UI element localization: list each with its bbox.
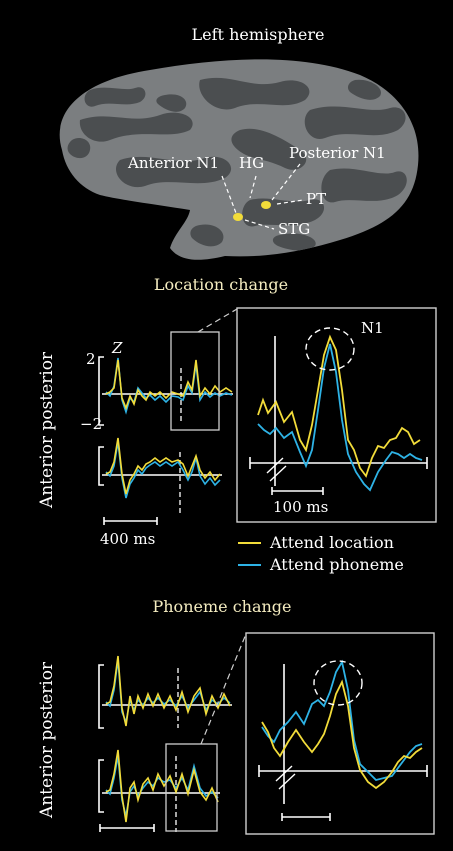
axis-break-mark-location [266,457,287,482]
phoneme-peak-circle [313,660,363,706]
label-posterior-n1: Posterior N1 [289,144,386,162]
leader-posterior-n1 [271,163,301,201]
trace-top-attend-phoneme [105,357,233,415]
leader-hg [249,175,257,199]
y-scale-bracket-bottom-phoneme [98,759,104,813]
trace-bottom-phoneme-attend-location [105,749,219,823]
phoneme-ylabel: Anterior posterior [37,661,57,819]
brain-title: Left hemisphere [192,25,325,44]
zoom-box-location [170,331,220,431]
anterior-n1-marker [233,213,243,221]
trace-bottom-phoneme-attend-phoneme [105,755,219,817]
tick-label-minus-2: −2 [80,415,102,433]
phoneme-change-title: Phoneme change [152,597,291,616]
n1-peak-circle [305,327,355,371]
phoneme-small-traces [98,633,247,832]
y-scale-bracket-bottom [98,446,104,486]
time-scale-label-100ms: 100 ms [273,498,328,516]
legend-label-attend-location: Attend location [269,533,394,552]
time-scale-label-400ms: 400 ms [100,530,155,548]
zoom-trace-phoneme-attend-location [261,679,423,790]
leader-stg [244,219,275,230]
z-label: Z [111,339,123,357]
location-small-traces: Z 2 −2 400 ms [80,308,238,548]
zoom-connector-location [197,308,238,333]
trace-bottom-attend-phoneme [105,441,221,499]
trace-top-phoneme-attend-location [105,655,231,727]
y-scale-bracket-top-phoneme [98,664,104,729]
axis-break-mark-phoneme [275,765,296,790]
location-change-title: Location change [154,275,288,294]
brain-annotations: Anterior N1 HG Posterior N1 PT STG [127,144,386,238]
label-pt: PT [306,190,326,208]
zoom-trace-attend-phoneme [257,343,423,492]
label-stg: STG [278,220,310,238]
label-anterior-n1: Anterior N1 [127,154,219,172]
zoom-trace-attend-location [257,334,421,478]
location-zoom-panel: N1 100 ms [236,307,437,523]
n1-peak-label: N1 [361,319,384,337]
zoom-connector-phoneme [200,633,247,745]
zoom-panel-frame-phoneme [245,632,435,835]
posterior-n1-marker [261,201,271,209]
zoom-panel-frame-location [236,307,437,523]
location-ylabel: Anterior posterior [37,351,57,509]
tick-label-2: 2 [86,350,96,368]
legend-label-attend-phoneme: Attend phoneme [269,555,404,574]
y-scale-bracket-top [98,356,104,426]
leader-pt [276,199,304,205]
legend: Attend location Attend phoneme [238,533,404,574]
phoneme-zoom-panel [245,632,435,835]
trace-top-attend-location [105,359,233,411]
zoom-box-phoneme [165,743,218,832]
trace-top-phoneme-attend-phoneme [105,659,231,725]
label-hg: HG [239,154,264,172]
trace-bottom-attend-location [105,437,221,495]
